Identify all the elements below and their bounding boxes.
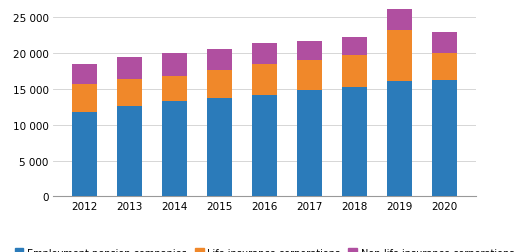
Bar	[162, 77, 187, 102]
Bar	[297, 61, 322, 91]
Bar	[432, 80, 457, 197]
Bar	[162, 53, 187, 77]
Bar	[117, 107, 142, 197]
Bar	[297, 91, 322, 197]
Bar	[342, 56, 367, 87]
Bar	[252, 43, 277, 65]
Legend: Employment pension companies, Life insurance corporations, Non-life insurance co: Employment pension companies, Life insur…	[11, 244, 518, 252]
Bar	[252, 95, 277, 197]
Bar	[207, 70, 232, 99]
Bar	[252, 65, 277, 95]
Bar	[162, 102, 187, 197]
Bar	[72, 85, 97, 112]
Bar	[432, 33, 457, 53]
Bar	[387, 82, 412, 197]
Bar	[387, 30, 412, 82]
Bar	[117, 58, 142, 80]
Bar	[297, 42, 322, 61]
Bar	[117, 80, 142, 107]
Bar	[72, 65, 97, 85]
Bar	[387, 10, 412, 30]
Bar	[432, 53, 457, 80]
Bar	[207, 50, 232, 70]
Bar	[342, 38, 367, 56]
Bar	[342, 87, 367, 197]
Bar	[72, 112, 97, 197]
Bar	[207, 99, 232, 197]
